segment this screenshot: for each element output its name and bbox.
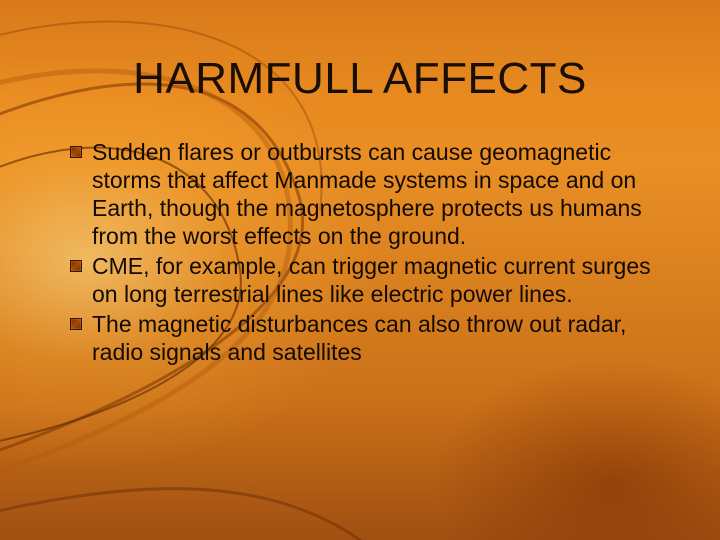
slide-body: Sudden flares or outbursts can cause geo… xyxy=(70,138,674,368)
bullet-icon xyxy=(70,318,82,330)
bullet-icon xyxy=(70,260,82,272)
bullet-icon xyxy=(70,146,82,158)
bullet-item: CME, for example, can trigger magnetic c… xyxy=(70,252,674,308)
bullet-text: The magnetic disturbances can also throw… xyxy=(92,310,674,366)
bullet-item: Sudden flares or outbursts can cause geo… xyxy=(70,138,674,250)
slide-title: HARMFULL AFFECTS xyxy=(0,54,720,104)
bullet-text: Sudden flares or outbursts can cause geo… xyxy=(92,138,674,250)
bullet-text: CME, for example, can trigger magnetic c… xyxy=(92,252,674,308)
bullet-item: The magnetic disturbances can also throw… xyxy=(70,310,674,366)
